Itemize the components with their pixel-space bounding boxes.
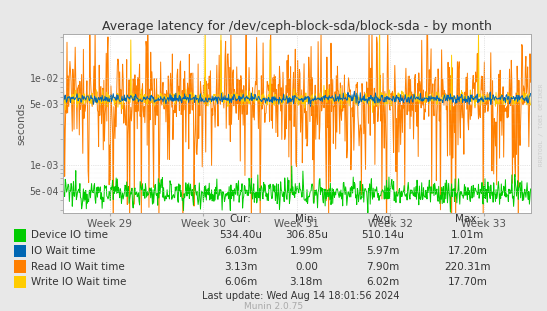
Text: 3.18m: 3.18m xyxy=(289,277,323,287)
Text: Last update: Wed Aug 14 18:01:56 2024: Last update: Wed Aug 14 18:01:56 2024 xyxy=(202,291,400,301)
Title: Average latency for /dev/ceph-block-sda/block-sda - by month: Average latency for /dev/ceph-block-sda/… xyxy=(102,20,492,33)
Text: 5.97m: 5.97m xyxy=(366,246,400,256)
Text: Avg:: Avg: xyxy=(371,214,394,224)
Text: 220.31m: 220.31m xyxy=(444,262,491,272)
Text: Read IO Wait time: Read IO Wait time xyxy=(31,262,125,272)
Text: 6.03m: 6.03m xyxy=(224,246,257,256)
Text: RRDTOOL / TOBI OETIKER: RRDTOOL / TOBI OETIKER xyxy=(538,83,543,166)
Text: Device IO time: Device IO time xyxy=(31,230,108,240)
Text: 17.70m: 17.70m xyxy=(448,277,487,287)
Text: 0.00: 0.00 xyxy=(295,262,318,272)
Text: IO Wait time: IO Wait time xyxy=(31,246,96,256)
Text: 7.90m: 7.90m xyxy=(366,262,399,272)
Text: Max:: Max: xyxy=(455,214,480,224)
Y-axis label: seconds: seconds xyxy=(16,102,27,145)
Text: 306.85u: 306.85u xyxy=(285,230,328,240)
Text: Munin 2.0.75: Munin 2.0.75 xyxy=(244,302,303,311)
Text: 3.13m: 3.13m xyxy=(224,262,258,272)
Text: Write IO Wait time: Write IO Wait time xyxy=(31,277,126,287)
Text: Min:: Min: xyxy=(295,214,317,224)
Text: 6.02m: 6.02m xyxy=(366,277,399,287)
Text: 17.20m: 17.20m xyxy=(448,246,487,256)
Text: 6.06m: 6.06m xyxy=(224,277,257,287)
Text: Cur:: Cur: xyxy=(230,214,252,224)
Text: 1.99m: 1.99m xyxy=(289,246,323,256)
Text: 1.01m: 1.01m xyxy=(451,230,484,240)
Text: 534.40u: 534.40u xyxy=(219,230,262,240)
Text: 510.14u: 510.14u xyxy=(362,230,404,240)
